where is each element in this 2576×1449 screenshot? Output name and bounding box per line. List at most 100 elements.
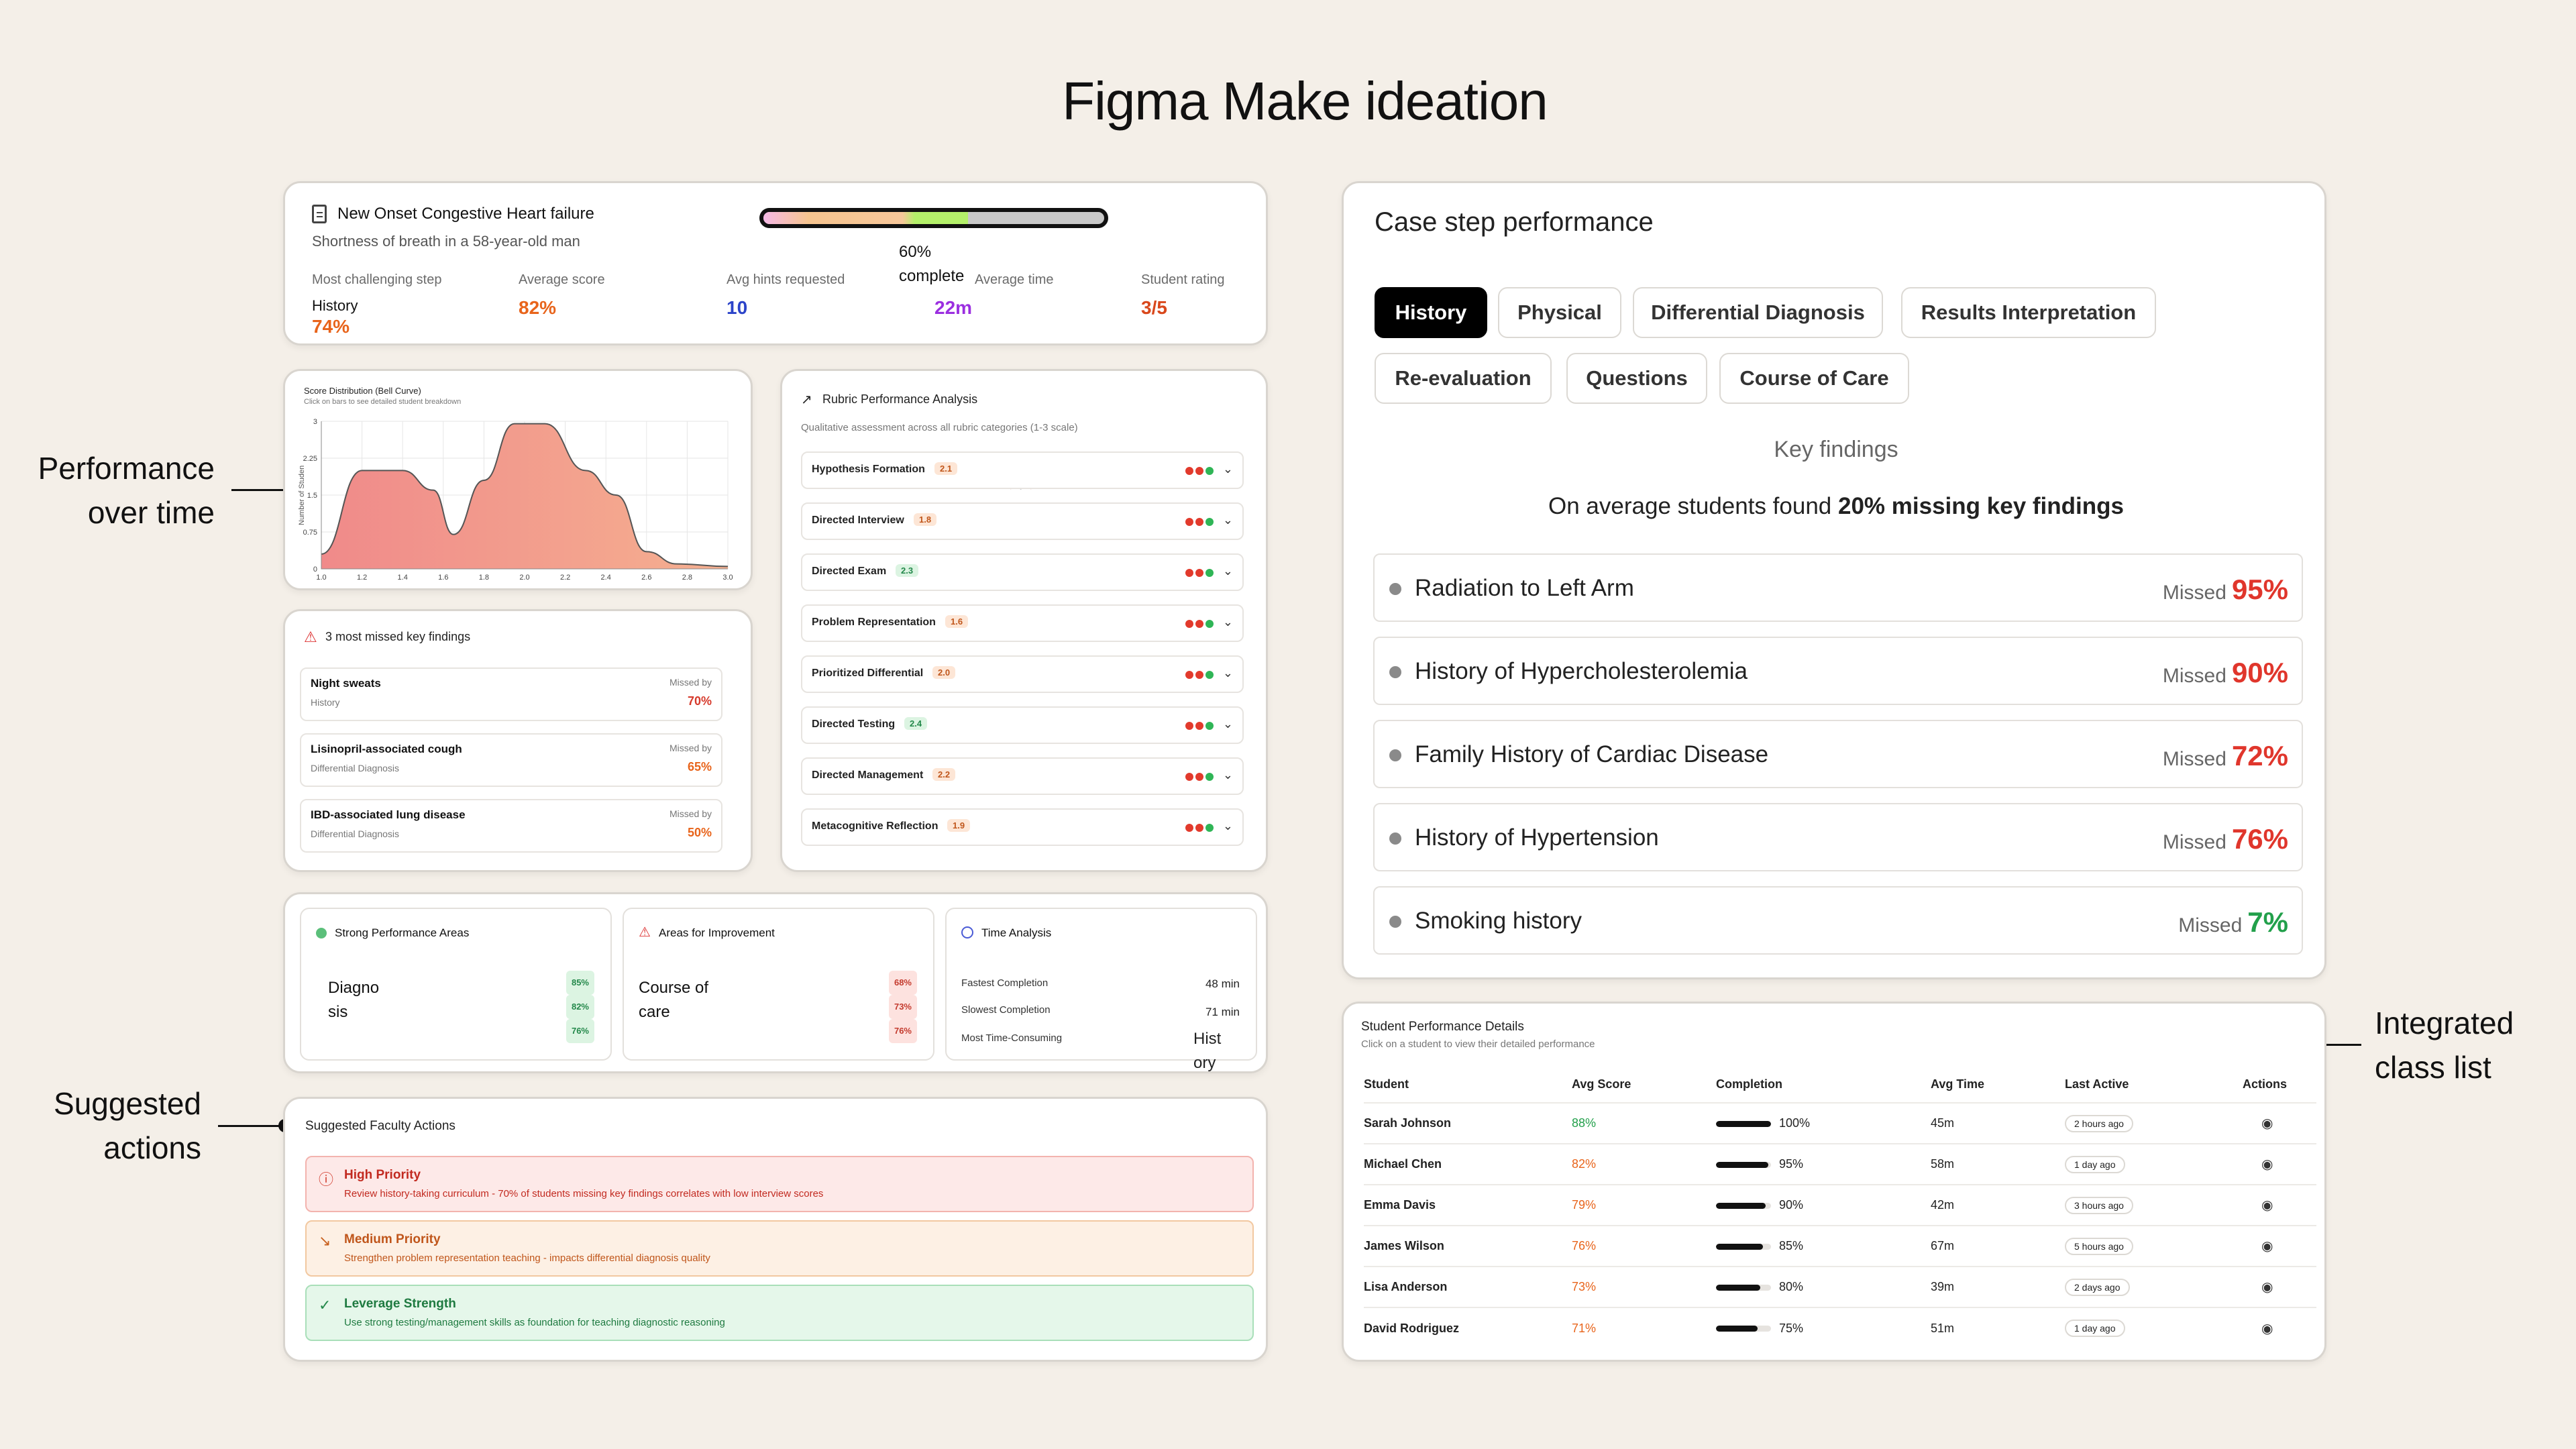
rubric-row[interactable]: Directed Testing 2.4 ⌄ xyxy=(801,706,1244,744)
rubric-row[interactable]: Directed Interview 1.8 ⌄ xyxy=(801,502,1244,540)
score-distribution-chart[interactable]: 1.0 1.2 1.4 1.6 1.8 2.0 2.2 2.4 2.6 2.8 3.0 0 0.75 1.… xyxy=(292,411,748,589)
eye-icon[interactable]: ◉ xyxy=(2261,1239,2273,1254)
rubric-score-badge: 2.1 xyxy=(934,462,958,475)
chevron-down-icon[interactable]: ⌄ xyxy=(1222,462,1233,476)
students-title: Student Performance Details xyxy=(1361,1020,1524,1034)
table-row[interactable]: Sarah Johnson 88% 100% 45m 2 hours ago ◉ xyxy=(1364,1102,2316,1144)
student-score: 88% xyxy=(1572,1102,1716,1144)
strong-areas-panel: Strong Performance Areas Diagno sis 85% 8… xyxy=(300,908,612,1061)
strong-area-name: Diagno sis xyxy=(328,979,380,1021)
action-title: High Priority xyxy=(344,1168,421,1182)
rubric-row[interactable]: Directed Exam 2.3 ⌄ xyxy=(801,553,1244,591)
chevron-down-icon[interactable]: ⌄ xyxy=(1222,564,1233,578)
action-leverage-strength[interactable]: ✓ Leverage Strength Use strong testing/m… xyxy=(305,1285,1254,1341)
bullet-dot xyxy=(1389,666,1401,678)
rubric-row[interactable]: Metacognitive Reflection 1.9 ⌄ xyxy=(801,808,1244,846)
rubric-row[interactable]: Problem Representation 1.6 ⌄ xyxy=(801,604,1244,642)
y-tick-label: 1.5 xyxy=(307,492,317,500)
eye-icon[interactable]: ◉ xyxy=(2261,1116,2273,1131)
time-value: Hist ory xyxy=(1193,1030,1222,1072)
rubric-row[interactable]: Prioritized Differential 2.0 ⌄ xyxy=(801,655,1244,693)
rubric-label: Directed Testing xyxy=(812,718,896,730)
chevron-down-icon[interactable]: ⌄ xyxy=(1222,666,1233,680)
actions-title: Suggested Faculty Actions xyxy=(305,1119,455,1133)
finding-name: Radiation to Left Arm xyxy=(1415,575,1634,601)
action-medium-priority[interactable]: ↘ Medium Priority Strengthen problem rep… xyxy=(305,1220,1254,1277)
traffic-light-dots xyxy=(1185,823,1216,835)
tab-questions[interactable]: Questions xyxy=(1566,353,1707,404)
missed-item[interactable]: Lisinopril-associated cough Differential… xyxy=(300,733,722,787)
missed-item[interactable]: Night sweats History Missed by 70% xyxy=(300,667,722,721)
distribution-area[interactable] xyxy=(321,423,728,569)
action-high-priority[interactable]: ⓘ High Priority Review history-taking cu… xyxy=(305,1156,1254,1212)
section-heading: Key findings xyxy=(1774,437,1898,462)
column-header: Completion xyxy=(1716,1077,1782,1091)
tab-course-of-care[interactable]: Course of Care xyxy=(1719,353,1909,404)
key-finding-row[interactable]: History of Hypercholesterolemia Missed 90% xyxy=(1373,637,2303,705)
chevron-down-icon[interactable]: ⌄ xyxy=(1222,768,1233,782)
chevron-down-icon[interactable]: ⌄ xyxy=(1222,717,1233,731)
students-subtitle: Click on a student to view their detaile… xyxy=(1361,1038,1595,1050)
finding-missed: Missed 72% xyxy=(2162,740,2288,771)
missed-item[interactable]: IBD-associated lung disease Differential… xyxy=(300,799,722,853)
eye-icon[interactable]: ◉ xyxy=(2261,1198,2273,1213)
warning-icon: ⚠ xyxy=(639,925,651,940)
student-last-active: 2 days ago xyxy=(2065,1266,2243,1307)
table-row[interactable]: Michael Chen 82% 95% 58m 1 day ago ◉ xyxy=(1364,1143,2316,1185)
rubric-score-badge: 2.4 xyxy=(904,717,928,730)
table-row[interactable]: Emma Davis 79% 90% 42m 3 hours ago ◉ xyxy=(1364,1184,2316,1226)
score-badge: 85% xyxy=(566,971,594,995)
chevron-down-icon[interactable]: ⌄ xyxy=(1222,819,1233,833)
chevron-down-icon[interactable]: ⌄ xyxy=(1222,615,1233,629)
key-finding-row[interactable]: History of Hypertension Missed 76% xyxy=(1373,803,2303,871)
y-axis-label: Number of Studen xyxy=(298,466,306,525)
stat-average-score: Average score 82% xyxy=(519,272,605,318)
y-tick-label: 2.25 xyxy=(303,455,317,463)
chevron-down-icon[interactable]: ⌄ xyxy=(1222,513,1233,527)
tab-physical[interactable]: Physical xyxy=(1498,287,1621,338)
key-finding-row[interactable]: Smoking history Missed 7% xyxy=(1373,886,2303,955)
annotation-line xyxy=(231,489,292,491)
tab-results-interpretation[interactable]: Results Interpretation xyxy=(1901,287,2156,338)
rubric-label: Directed Interview xyxy=(812,515,904,526)
findings-summary: On average students found 20% missing ke… xyxy=(1548,493,2124,519)
student-completion: 90% xyxy=(1716,1184,1931,1226)
finding-missed: Missed 76% xyxy=(2162,823,2288,855)
score-distribution-card: Score Distribution (Bell Curve) Click on… xyxy=(283,369,753,590)
table-row[interactable]: David Rodriguez 71% 75% 51m 1 day ago ◉ xyxy=(1364,1307,2316,1348)
key-finding-row[interactable]: Radiation to Left Arm Missed 95% xyxy=(1373,553,2303,622)
x-tick-label: 2.4 xyxy=(601,574,611,582)
traffic-light-dots xyxy=(1185,517,1216,529)
clock-icon xyxy=(961,926,973,938)
time-label: Fastest Completion xyxy=(961,977,1049,989)
x-tick-label: 2.0 xyxy=(519,574,529,582)
student-last-active: 3 hours ago xyxy=(2065,1184,2243,1226)
rubric-row[interactable]: Hypothesis Formation 2.1 ⌄ xyxy=(801,451,1244,489)
table-row[interactable]: Lisa Anderson 73% 80% 39m 2 days ago ◉ xyxy=(1364,1266,2316,1307)
table-row[interactable]: James Wilson 76% 85% 67m 5 hours ago ◉ xyxy=(1364,1225,2316,1267)
case-step-title: Case step performance xyxy=(1375,207,1654,237)
student-last-active: 5 hours ago xyxy=(2065,1225,2243,1267)
missed-item-name: IBD-associated lung disease xyxy=(311,808,466,821)
eye-icon[interactable]: ◉ xyxy=(2261,1280,2273,1295)
tab-history[interactable]: History xyxy=(1375,287,1487,338)
bullet-dot xyxy=(1389,749,1401,761)
rubric-row[interactable]: Directed Management 2.2 ⌄ xyxy=(801,757,1244,795)
students-table: Student Avg Score Completion Avg Time La… xyxy=(1364,1077,2316,1348)
finding-missed-pct: 76% xyxy=(2231,823,2288,855)
x-tick-label: 1.8 xyxy=(479,574,489,582)
student-last-active: 1 day ago xyxy=(2065,1307,2243,1348)
eye-icon[interactable]: ◉ xyxy=(2261,1157,2273,1172)
tab-re-evaluation[interactable]: Re-evaluation xyxy=(1375,353,1552,404)
annotation-performance: Performance over time xyxy=(38,451,215,530)
rubric-title: Rubric Performance Analysis xyxy=(822,392,978,406)
annotation-integrated: Integrated class list xyxy=(2375,1006,2514,1085)
student-name: David Rodriguez xyxy=(1364,1307,1572,1348)
score-badge: 73% xyxy=(888,995,917,1019)
student-score: 73% xyxy=(1572,1266,1716,1307)
missed-item-category: History xyxy=(311,697,340,708)
finding-missed-pct: 7% xyxy=(2247,906,2288,938)
key-finding-row[interactable]: Family History of Cardiac Disease Missed 7… xyxy=(1373,720,2303,788)
eye-icon[interactable]: ◉ xyxy=(2261,1321,2273,1336)
tab-differential-diagnosis[interactable]: Differential Diagnosis xyxy=(1633,287,1883,338)
